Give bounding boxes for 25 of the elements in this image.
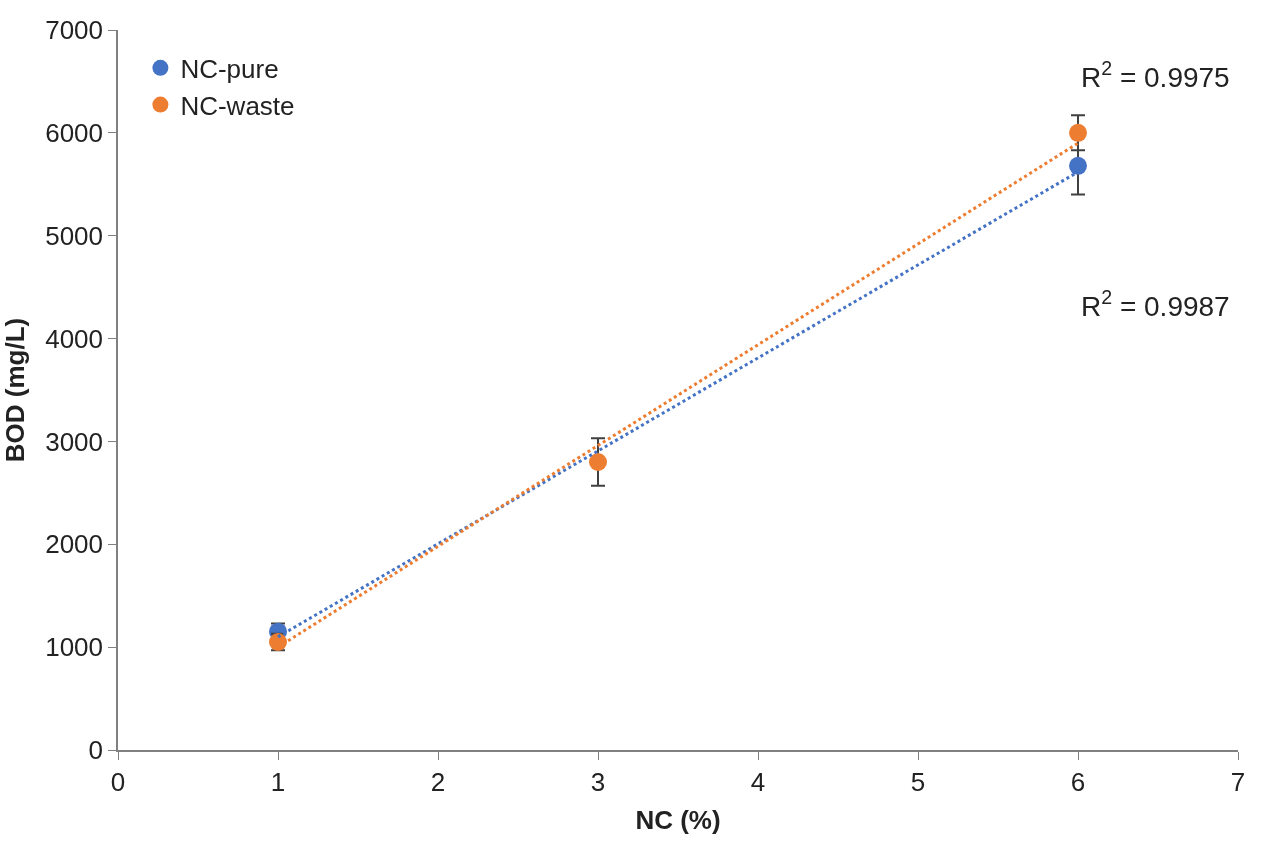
y-tick-label: 4000 (45, 323, 104, 354)
x-tick-label: 2 (430, 766, 446, 797)
x-tick-label: 0 (110, 766, 126, 797)
legend-label: NC-waste (180, 90, 295, 121)
x-tick-label: 3 (590, 766, 606, 797)
y-tick-label: 2000 (45, 529, 104, 560)
y-tick-label: 7000 (45, 15, 104, 46)
legend-label: NC-pure (180, 53, 279, 84)
x-tick-label: 4 (750, 766, 766, 797)
x-tick-label: 6 (1070, 766, 1086, 797)
point (1069, 123, 1087, 142)
x-axis-title: NC (%) (635, 805, 721, 836)
y-tick-label: 1000 (45, 632, 104, 663)
y-tick-label: 3000 (45, 426, 104, 457)
y-tick-label: 5000 (45, 220, 104, 251)
x-tick-label: 7 (1230, 766, 1246, 797)
annotation: R$^{2}$ = 0.9975 (1081, 57, 1230, 93)
point (1069, 156, 1087, 175)
y-tick-label: 0 (88, 735, 104, 766)
point (589, 453, 607, 471)
y-tick-label: 6000 (45, 117, 104, 148)
y-axis-title: BOD (mg/L) (0, 317, 30, 463)
x-tick-label: 1 (270, 766, 286, 797)
x-tick-label: 5 (910, 766, 926, 797)
annotation: R$^{2}$ = 0.9987 (1081, 286, 1230, 322)
